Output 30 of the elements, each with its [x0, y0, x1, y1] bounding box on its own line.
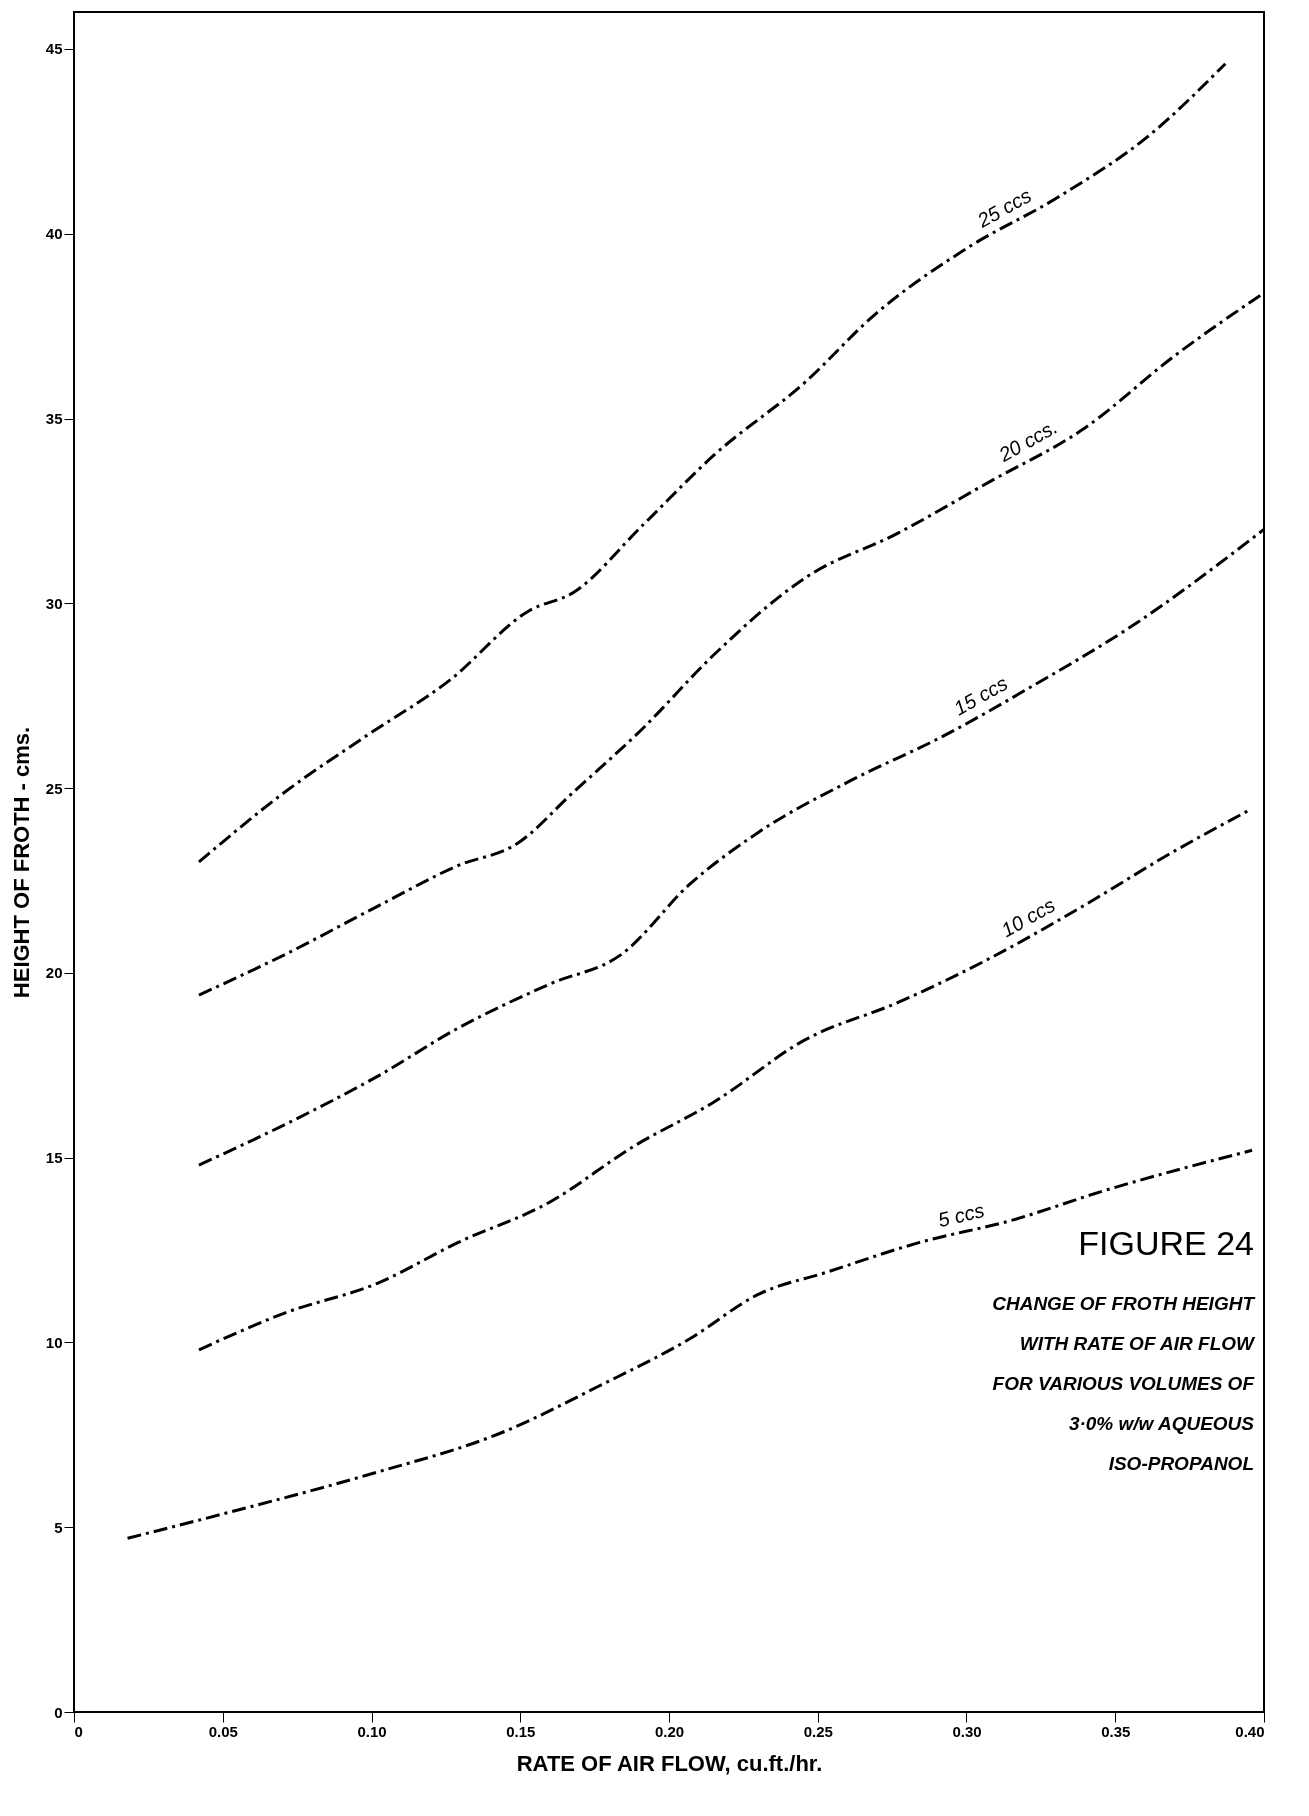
- y-tick-label: 20: [45, 964, 63, 982]
- x-tick-label: 0.15: [506, 1722, 536, 1740]
- text: 20 ccs.: [994, 415, 1062, 467]
- text: 25 ccs: [972, 184, 1035, 233]
- x-tick-label: 0.10: [357, 1722, 387, 1740]
- x-tick-label: 0: [74, 1722, 83, 1740]
- line-series: [126, 1148, 1254, 1540]
- y-tick-label: 10: [45, 1333, 63, 1351]
- y-axis-title: HEIGHT OF FROTH - cms.: [8, 726, 34, 999]
- y-tick-label: 5: [54, 1518, 63, 1536]
- x-tick-label: 0.30: [952, 1722, 982, 1740]
- x-tick-label: 0.20: [654, 1722, 685, 1740]
- line-series: [197, 62, 1227, 864]
- x-axis-title: RATE OF AIR FLOW, cu.ft./hr.: [516, 1750, 823, 1776]
- x-tick-label: 0.25: [803, 1722, 833, 1740]
- y-tick-label: 45: [45, 40, 63, 58]
- y-tick-label: 25: [45, 779, 63, 797]
- y-tick-label: 15: [45, 1149, 63, 1167]
- text: 5 ccs: [935, 1198, 987, 1232]
- x-tick-label: 0.35: [1101, 1722, 1131, 1740]
- x-tick-label: 0.05: [208, 1722, 238, 1740]
- text: CHANGE OF FROTH HEIGHT WITH RATE OF AIR FLOW FOR VARIOUS VOLUMES OF 3·0% w/w AQUEOUS ISO-PROPANOL: [992, 1292, 1257, 1474]
- y-tick-label: 35: [45, 410, 63, 428]
- text: 10 ccs: [997, 893, 1059, 942]
- y-tick-label: 40: [45, 225, 63, 243]
- y-tick-label: 0: [54, 1703, 63, 1721]
- text: 15 ccs: [949, 671, 1012, 720]
- text: FIGURE 24: [1078, 1223, 1254, 1262]
- y-tick-label: 30: [45, 594, 63, 612]
- x-tick-label: 0.40: [1235, 1722, 1265, 1740]
